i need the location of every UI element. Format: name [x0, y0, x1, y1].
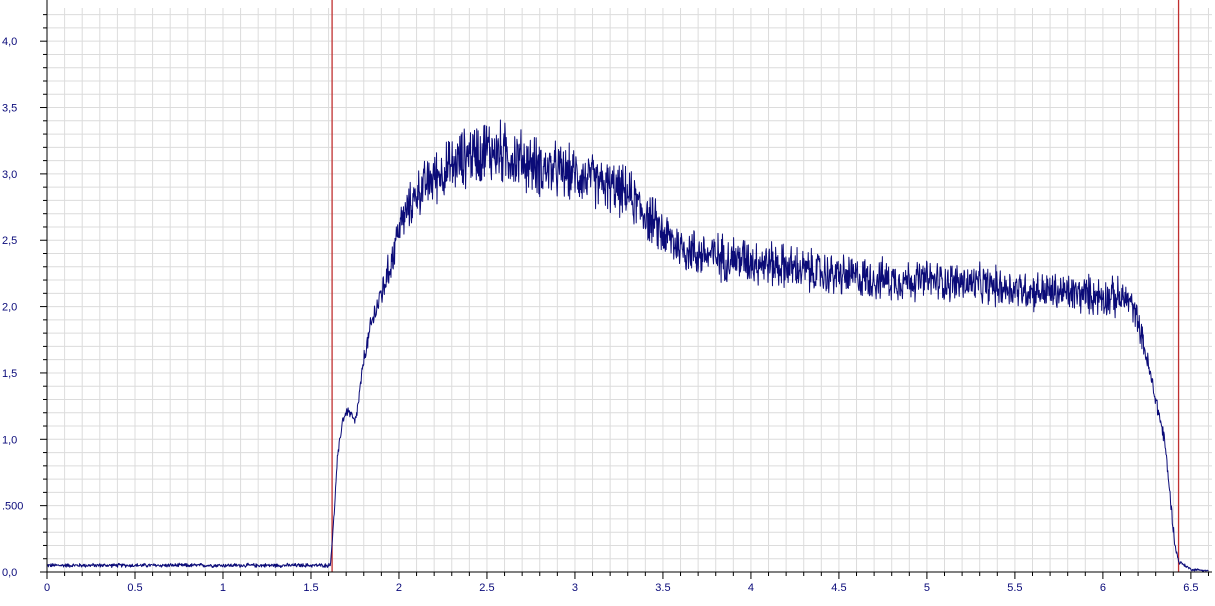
- x-tick-label: 1.5: [303, 582, 318, 594]
- x-tick-label: 3.5: [655, 582, 670, 594]
- y-axis-ticks: 0,0 .500 1,0 1,5 2,0 2,5 3,0 3,5 4,0: [2, 14, 47, 579]
- x-tick-label: 5.5: [1007, 582, 1022, 594]
- x-tick-label: 2.5: [479, 582, 494, 594]
- x-axis-ticks: 0 0.5 1 1.5 2 2.5 3 3.5 4 4.5 5 5.5 6 6.5: [44, 572, 1209, 594]
- y-tick-label: 2,5: [2, 235, 17, 247]
- axes: [46, 0, 1212, 573]
- y-tick-label: 3,0: [2, 169, 17, 181]
- x-tick-label: 1: [220, 582, 226, 594]
- y-tick-label: 1,5: [2, 368, 17, 380]
- x-tick-label: 3: [572, 582, 578, 594]
- y-tick-label: .500: [2, 501, 23, 513]
- grid-lines: [46, 8, 1212, 573]
- series-line: [46, 119, 1209, 572]
- x-tick-label: 2: [396, 582, 402, 594]
- y-tick-label: 0,0: [2, 567, 17, 579]
- x-tick-label: 0.5: [127, 582, 142, 594]
- x-tick-label: 0: [44, 582, 50, 594]
- series-group: [46, 119, 1209, 572]
- y-tick-label: 1,0: [2, 434, 17, 446]
- y-tick-label: 4,0: [2, 36, 17, 48]
- x-tick-label: 4: [748, 582, 754, 594]
- y-tick-label: 2,0: [2, 302, 17, 314]
- x-tick-label: 4.5: [831, 582, 846, 594]
- x-tick-label: 5: [924, 582, 930, 594]
- x-tick-label: 6: [1100, 582, 1106, 594]
- cursor-markers: [331, 0, 1180, 572]
- x-tick-label: 6.5: [1183, 582, 1198, 594]
- y-tick-label: 3,5: [2, 103, 17, 115]
